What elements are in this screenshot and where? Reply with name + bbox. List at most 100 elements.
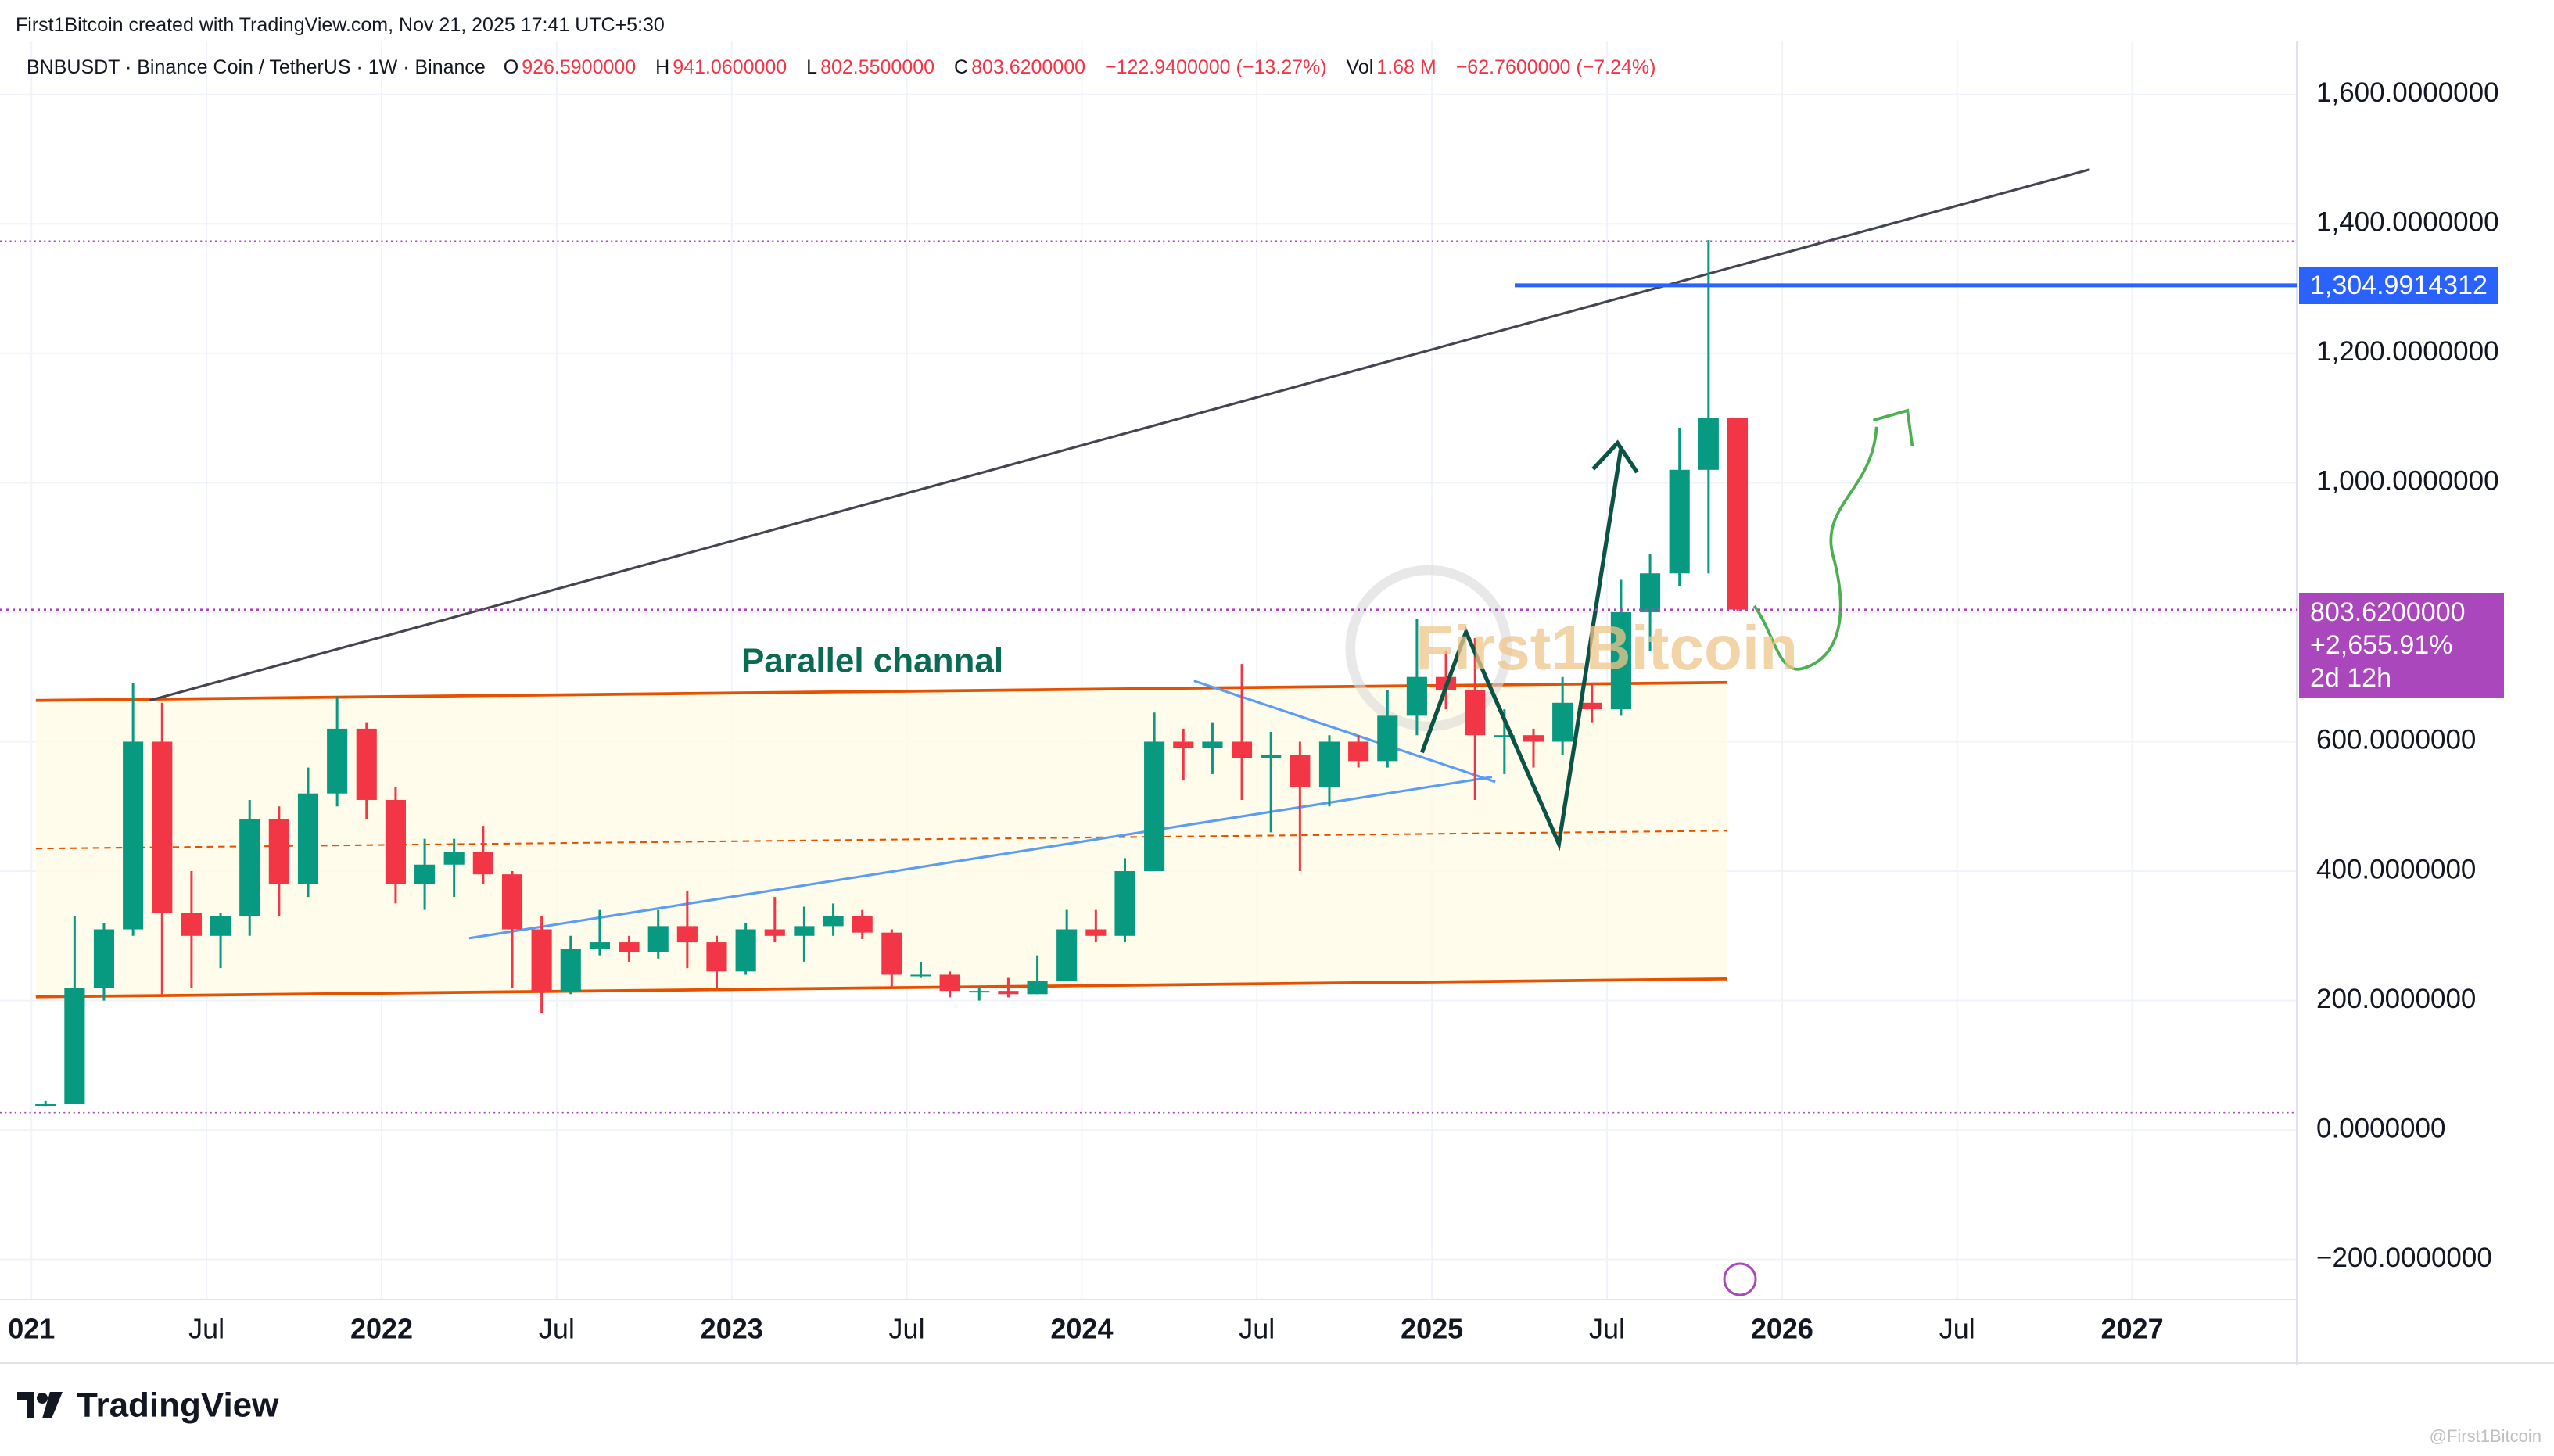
price: 803.6200000 [2310, 597, 2466, 627]
candle-body [764, 929, 785, 936]
alert-icon[interactable] [1723, 1262, 1757, 1296]
candle-body [356, 728, 377, 800]
header: First1Bitcoin created with TradingView.c… [16, 14, 665, 36]
label: L [806, 56, 818, 78]
value: 926.5900000 [522, 56, 637, 78]
candle-body [414, 864, 436, 884]
candle-body [735, 929, 756, 972]
candles [35, 239, 1749, 1107]
candle-body [852, 916, 873, 933]
candle-body [823, 916, 844, 927]
candle-body [64, 988, 85, 1105]
label: Vol [1346, 56, 1374, 78]
candle-body [1085, 929, 1107, 936]
candle-body [93, 929, 115, 988]
value: −122.9400000 (−13.27%) [1105, 56, 1327, 78]
y-tick-label: 400.0000000 [2316, 854, 2476, 884]
candle-body [1027, 981, 1048, 995]
projection-arrow [1420, 449, 1623, 852]
change: +2,655.91% [2310, 629, 2453, 660]
candle-body [297, 793, 319, 884]
watermark: First1Bitcoin [1415, 613, 1798, 683]
candle-body [1231, 741, 1253, 758]
candle-body [910, 974, 931, 977]
label: O [503, 56, 519, 78]
candle-body [1348, 741, 1369, 762]
x-tick-label: 2026 [1751, 1313, 1813, 1345]
candle-body [1669, 469, 1690, 574]
x-tick-label: Jul [188, 1313, 224, 1345]
candle-body [210, 916, 231, 936]
value: 941.0600000 [673, 56, 787, 78]
candle-body [676, 926, 698, 943]
candle-body [647, 926, 669, 952]
candle-body [1202, 741, 1223, 748]
candle-body [1114, 871, 1135, 936]
x-tick-label: 2023 [701, 1313, 763, 1345]
candle-body [327, 728, 348, 794]
channel-bottom [35, 977, 1727, 999]
candle-body [239, 819, 260, 916]
y-tick-label: 0.0000000 [2316, 1113, 2445, 1143]
arrow-head [1591, 439, 1639, 474]
candle-body [443, 852, 465, 865]
y-tick-label: −200.0000000 [2316, 1243, 2492, 1273]
candle-body [1144, 741, 1165, 872]
logo-text: TradingView [77, 1386, 279, 1425]
value: 802.5500000 [820, 56, 935, 78]
price-line-label: 1,304.9914312 [2299, 266, 2498, 304]
x-tick-label: Jul [1589, 1313, 1625, 1345]
value: 1.68 M [1376, 56, 1437, 78]
x-tick-label: Jul [539, 1313, 575, 1345]
projection-curve [1752, 426, 1878, 671]
arrow-head [1872, 408, 1914, 446]
candle-body [1494, 735, 1515, 737]
candle-body [1318, 741, 1340, 787]
candle-body [1056, 929, 1078, 981]
candle-body [1581, 702, 1602, 710]
candle-body [794, 926, 815, 936]
current-price-label: 803.6200000 +2,655.91% 2d 12h [2299, 592, 2504, 698]
candle-body [969, 991, 990, 993]
credit: @First1Bitcoin [2430, 1426, 2541, 1446]
y-tick-label: 1,400.0000000 [2316, 207, 2499, 238]
candle-body [1698, 418, 1719, 470]
x-tick-label: 021 [8, 1313, 55, 1345]
candle-body [560, 949, 581, 992]
y-tick-label: 200.0000000 [2316, 984, 2476, 1014]
candle-body [706, 942, 727, 972]
candle-body [939, 974, 960, 992]
legend: BNBUSDT · Binance Coin / TetherUS · 1W ·… [27, 56, 1670, 79]
x-tick-label: 2022 [350, 1313, 413, 1345]
x-tick-label: Jul [889, 1313, 925, 1345]
x-tick-label: 2025 [1401, 1313, 1463, 1345]
drawings-top [1420, 408, 1914, 852]
candle-body [1406, 676, 1427, 716]
label: C [954, 56, 969, 78]
trend-line [149, 168, 2090, 702]
y-tick-label: 1,600.0000000 [2316, 77, 2499, 108]
candle-body [472, 852, 493, 875]
logo-mark [17, 1392, 63, 1418]
candle-body [1290, 755, 1311, 787]
watermark-logo [1345, 565, 1512, 732]
candle-body [881, 932, 902, 975]
candle-body [1173, 741, 1194, 748]
candle-body [619, 942, 640, 952]
candle-body [589, 942, 610, 949]
x-tick-label: 2024 [1050, 1313, 1113, 1345]
candle-body [152, 741, 173, 913]
candle-body [123, 741, 144, 930]
candle-body [1465, 690, 1486, 736]
candle-body [998, 991, 1019, 995]
candle-body [1727, 418, 1749, 610]
candle-body [1640, 573, 1661, 612]
candle-body [385, 799, 406, 884]
candle-body [268, 819, 289, 884]
channel-mid [35, 830, 1727, 850]
candle-body [501, 874, 523, 930]
x-tick-label: Jul [1939, 1313, 1975, 1345]
x-tick-label: Jul [1239, 1313, 1275, 1345]
axes: −200.0000000 0.0000000 200.0000000 400.0000… [8, 77, 2498, 1345]
